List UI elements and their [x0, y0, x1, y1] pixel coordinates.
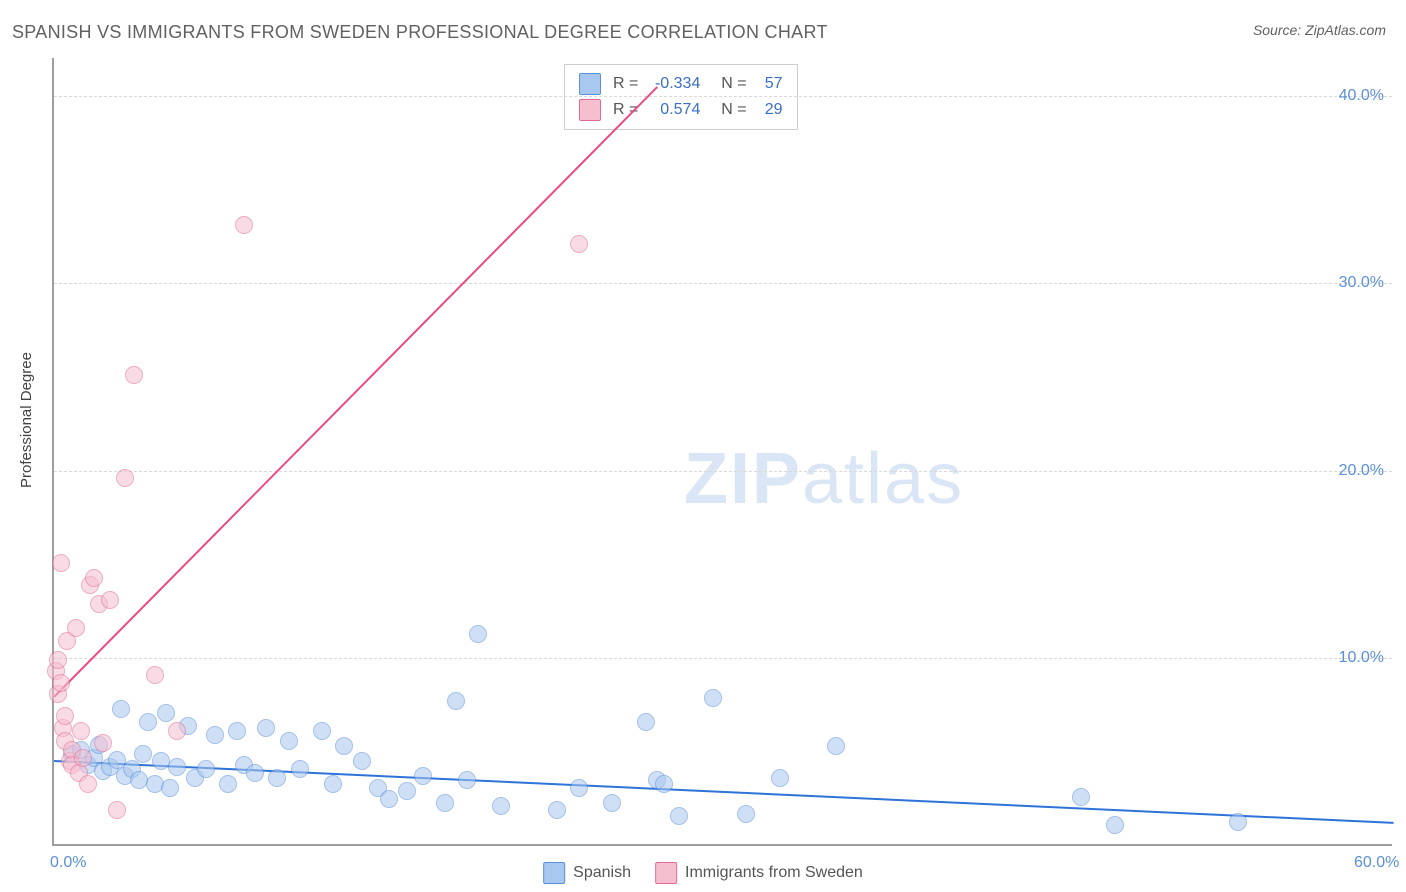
plot-area: ZIPatlas R = -0.334 N = 57R = 0.574 N = …	[52, 58, 1392, 846]
data-point	[291, 760, 309, 778]
data-point	[268, 769, 286, 787]
data-point	[436, 794, 454, 812]
data-point	[548, 801, 566, 819]
data-point	[235, 216, 253, 234]
n-value: 57	[755, 75, 783, 93]
watermark: ZIPatlas	[684, 438, 964, 520]
data-point	[168, 722, 186, 740]
data-point	[197, 760, 215, 778]
gridline	[54, 283, 1392, 284]
data-point	[655, 775, 673, 793]
data-point	[603, 794, 621, 812]
data-point	[101, 591, 119, 609]
data-point	[206, 726, 224, 744]
data-point	[570, 779, 588, 797]
data-point	[49, 651, 67, 669]
data-point	[570, 235, 588, 253]
data-point	[219, 775, 237, 793]
data-point	[157, 704, 175, 722]
legend-swatch-spanish	[543, 862, 565, 884]
data-point	[380, 790, 398, 808]
legend-corr-row: R = 0.574 N = 29	[579, 97, 783, 123]
data-point	[313, 722, 331, 740]
data-point	[771, 769, 789, 787]
legend-corr-row: R = -0.334 N = 57	[579, 71, 783, 97]
data-point	[246, 764, 264, 782]
data-point	[737, 805, 755, 823]
gridline	[54, 471, 1392, 472]
data-point	[146, 666, 164, 684]
n-label: N =	[712, 75, 746, 93]
legend-correlation: R = -0.334 N = 57R = 0.574 N = 29	[564, 64, 798, 130]
data-point	[353, 752, 371, 770]
legend-swatch-sweden	[655, 862, 677, 884]
data-point	[1229, 813, 1247, 831]
chart-container: SPANISH VS IMMIGRANTS FROM SWEDEN PROFES…	[0, 0, 1406, 892]
legend-item-sweden: Immigrants from Sweden	[655, 862, 863, 884]
data-point	[492, 797, 510, 815]
data-point	[116, 469, 134, 487]
data-point	[161, 779, 179, 797]
legend-swatch	[579, 99, 601, 121]
data-point	[112, 700, 130, 718]
source-label: Source: ZipAtlas.com	[1253, 22, 1386, 38]
data-point	[168, 758, 186, 776]
r-label: R =	[613, 75, 638, 93]
data-point	[324, 775, 342, 793]
data-point	[72, 722, 90, 740]
data-point	[125, 366, 143, 384]
data-point	[56, 707, 74, 725]
data-point	[637, 713, 655, 731]
legend-series: Spanish Immigrants from Sweden	[543, 862, 863, 884]
trend-line-1	[53, 86, 657, 697]
data-point	[1106, 816, 1124, 834]
ytick-label: 10.0%	[1339, 649, 1384, 667]
legend-swatch	[579, 73, 601, 95]
ytick-label: 20.0%	[1339, 462, 1384, 480]
data-point	[94, 734, 112, 752]
ytick-label: 40.0%	[1339, 87, 1384, 105]
legend-item-spanish: Spanish	[543, 862, 631, 884]
data-point	[228, 722, 246, 740]
r-value: 0.574	[646, 101, 700, 119]
chart-title: SPANISH VS IMMIGRANTS FROM SWEDEN PROFES…	[12, 22, 828, 43]
n-label: N =	[712, 101, 746, 119]
legend-label-sweden: Immigrants from Sweden	[685, 864, 863, 882]
data-point	[704, 689, 722, 707]
y-axis-title: Professional Degree	[18, 352, 35, 488]
data-point	[447, 692, 465, 710]
data-point	[670, 807, 688, 825]
legend-label-spanish: Spanish	[573, 864, 631, 882]
data-point	[827, 737, 845, 755]
data-point	[1072, 788, 1090, 806]
data-point	[458, 771, 476, 789]
n-value: 29	[755, 101, 783, 119]
xtick-label: 0.0%	[50, 854, 86, 872]
watermark-atlas: atlas	[802, 439, 964, 519]
data-point	[469, 625, 487, 643]
data-point	[134, 745, 152, 763]
gridline	[54, 658, 1392, 659]
data-point	[257, 719, 275, 737]
data-point	[52, 674, 70, 692]
data-point	[280, 732, 298, 750]
data-point	[67, 619, 85, 637]
data-point	[79, 775, 97, 793]
xtick-label: 60.0%	[1354, 854, 1399, 872]
data-point	[85, 569, 103, 587]
data-point	[335, 737, 353, 755]
data-point	[52, 554, 70, 572]
ytick-label: 30.0%	[1339, 274, 1384, 292]
data-point	[108, 801, 126, 819]
gridline	[54, 96, 1392, 97]
watermark-zip: ZIP	[684, 439, 802, 519]
data-point	[414, 767, 432, 785]
data-point	[139, 713, 157, 731]
data-point	[398, 782, 416, 800]
data-point	[74, 749, 92, 767]
